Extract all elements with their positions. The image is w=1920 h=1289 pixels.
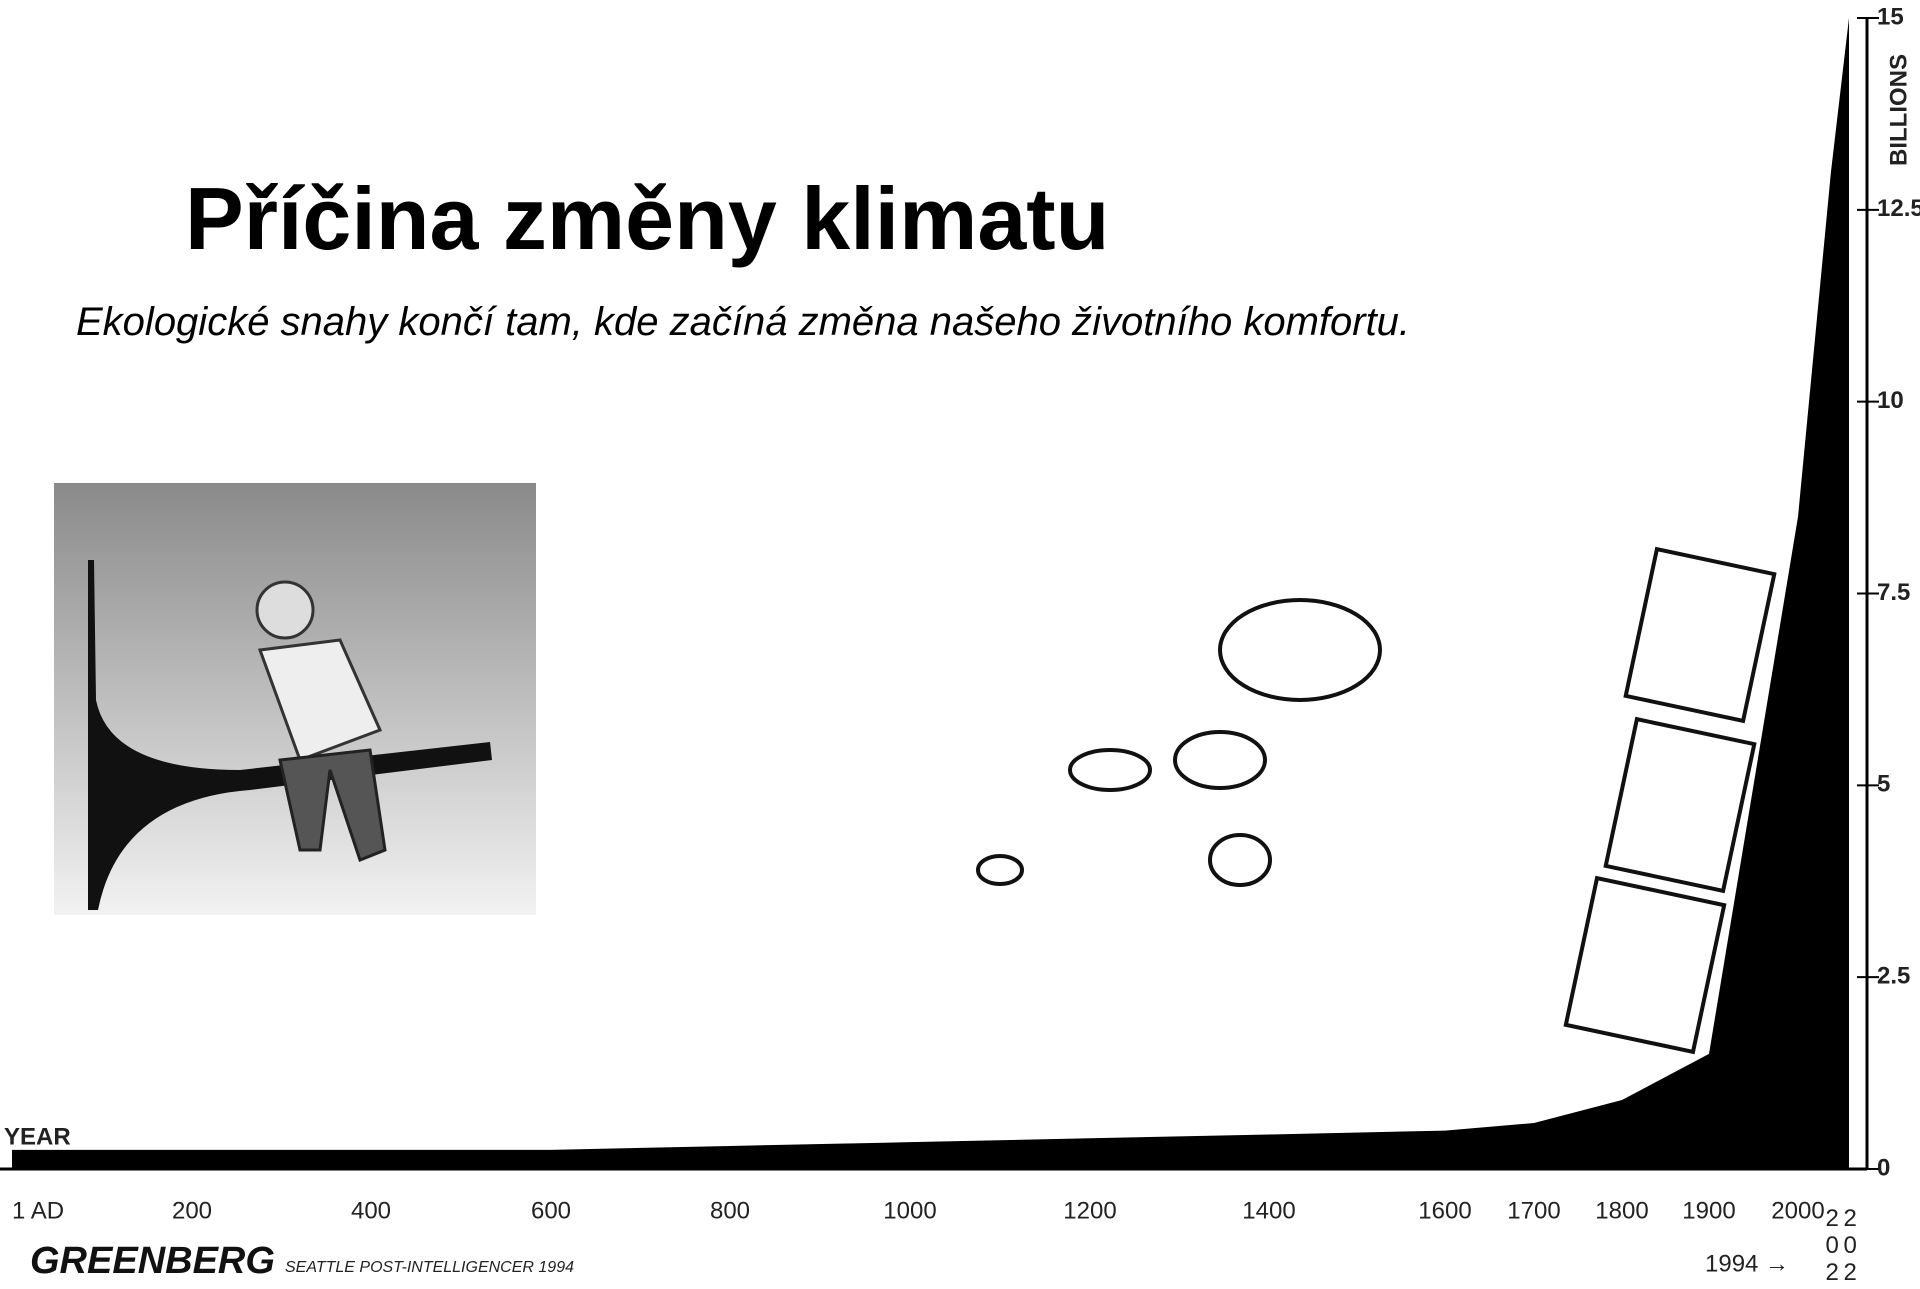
x-tick-label: 400 [351, 1197, 391, 1224]
x-tick-label: 200 [172, 1197, 212, 1224]
y-tick-label: 0 [1877, 1154, 1890, 1181]
cartoon-illustration [54, 483, 536, 915]
y-tick-label: 5 [1877, 771, 1890, 798]
x-tick-label: 1600 [1418, 1197, 1471, 1224]
y-tick-label: 2.5 [1877, 963, 1910, 990]
y-tick-label: 10 [1877, 387, 1904, 414]
x-axis-label: YEAR [4, 1123, 71, 1150]
y-tick-label: 7.5 [1877, 579, 1910, 606]
x-tick-label: 1 AD [12, 1197, 64, 1224]
x-tick-label: 2025 [1837, 1205, 1864, 1289]
credit: GREENBERG [30, 1240, 275, 1282]
x-tick-label: 2000 [1771, 1197, 1824, 1224]
x-tick-label: 1700 [1507, 1197, 1560, 1224]
x-tick-label: 600 [531, 1197, 571, 1224]
annotation: 1994 → [1705, 1250, 1789, 1277]
x-tick-label: 1200 [1063, 1197, 1116, 1224]
x-tick-label: 1900 [1682, 1197, 1735, 1224]
chart: 0 2.5 5 7.5 10 12.5 15 BILLIONS YEAR 1 AD 200 400 60… [0, 0, 1920, 1289]
y-tick-label: 12.5 [1877, 195, 1920, 222]
y-tick-label: 15 [1877, 3, 1904, 30]
x-tick-label: 1800 [1595, 1197, 1648, 1224]
x-tick-label: 1400 [1242, 1197, 1295, 1224]
credit-source: SEATTLE POST-INTELLIGENCER 1994 [285, 1259, 574, 1276]
x-tick-label: 1000 [883, 1197, 936, 1224]
x-tick-label: 800 [710, 1197, 750, 1224]
slide: Příčina změny klimatu Ekologické snahy k… [0, 0, 1920, 1289]
train-illustration [978, 549, 1774, 1052]
y-axis-label: BILLIONS [1885, 54, 1912, 166]
